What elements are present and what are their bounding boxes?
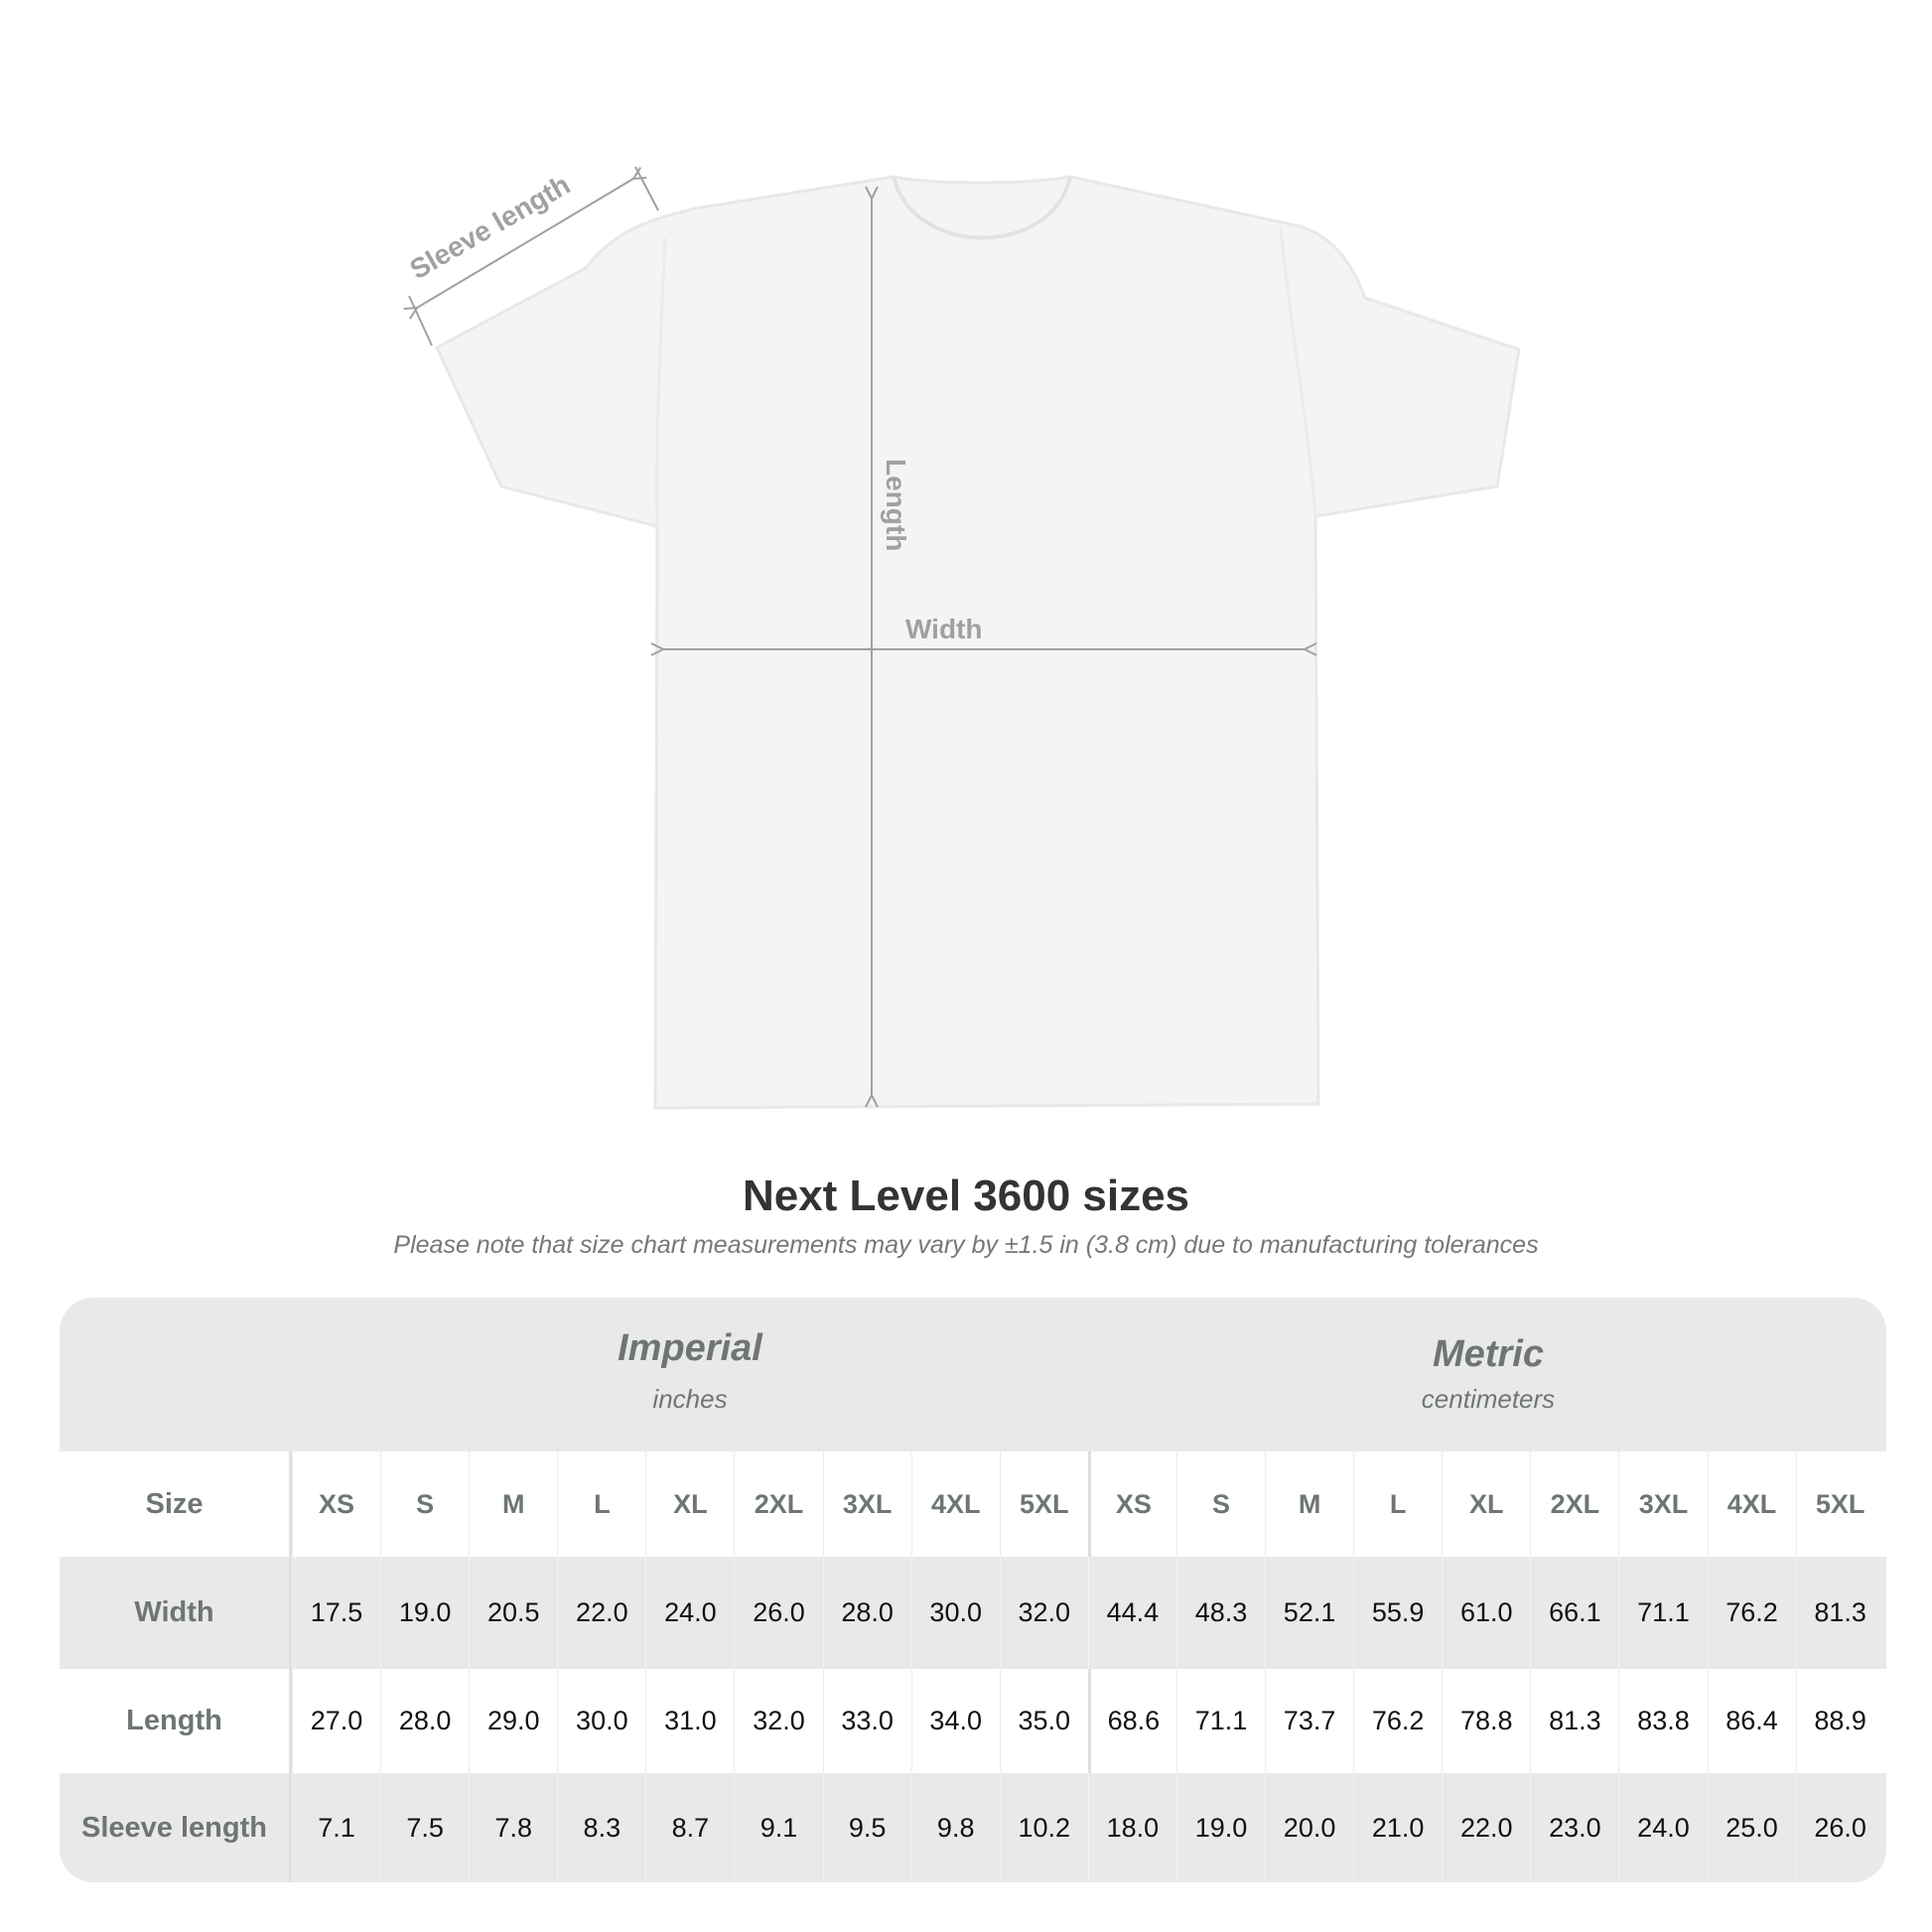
imperial-value-cell: 31.0 <box>645 1669 734 1773</box>
imperial-value-cell: 10.2 <box>999 1773 1088 1882</box>
metric-value-cell: 81.3 <box>1530 1669 1618 1773</box>
imperial-value-cell: 7.8 <box>469 1773 557 1882</box>
metric-value-cell: 25.0 <box>1707 1773 1796 1882</box>
size-header-cell: XL <box>645 1451 734 1557</box>
metric-value-cell: 61.0 <box>1442 1557 1530 1669</box>
imperial-value-cell: 9.1 <box>734 1773 822 1882</box>
size-header-cell: S <box>1175 1451 1265 1557</box>
metric-value-cell: 20.0 <box>1265 1773 1353 1882</box>
imperial-value-cell: 8.3 <box>557 1773 645 1882</box>
metric-value-cell: 23.0 <box>1530 1773 1618 1882</box>
page-title: Next Level 3600 sizes <box>742 1172 1190 1220</box>
imperial-value-cell: 32.0 <box>999 1557 1088 1669</box>
size-header-cell: XS <box>292 1451 380 1557</box>
size-header-cell: 5XL <box>999 1451 1088 1557</box>
imperial-value-cell: 20.5 <box>469 1557 557 1669</box>
imperial-value-cell: 24.0 <box>645 1557 734 1669</box>
metric-value-cell: 68.6 <box>1087 1669 1176 1773</box>
imperial-value-cell: 9.5 <box>822 1773 911 1882</box>
row-label: Width <box>60 1557 292 1669</box>
metric-value-cell: 48.3 <box>1175 1557 1265 1669</box>
imperial-value-cell: 19.0 <box>380 1557 469 1669</box>
size-header-cell: S <box>380 1451 469 1557</box>
size-header-cell: M <box>469 1451 557 1557</box>
sleeve-arrow <box>417 179 633 308</box>
metric-value-cell: 19.0 <box>1175 1773 1265 1882</box>
metric-value-cell: 76.2 <box>1353 1669 1442 1773</box>
metric-value-cell: 86.4 <box>1707 1669 1796 1773</box>
size-header-cell: L <box>557 1451 645 1557</box>
metric-value-cell: 73.7 <box>1265 1669 1353 1773</box>
table-row: Width 17.5 19.0 20.5 22.0 24.0 26.0 28.0 30.0 32.… <box>60 1557 1886 1669</box>
size-header-cell: 3XL <box>1618 1451 1707 1557</box>
length-label: Length <box>881 459 911 551</box>
imperial-value-cell: 33.0 <box>822 1669 911 1773</box>
imperial-value-cell: 32.0 <box>734 1669 822 1773</box>
size-header-cell: XS <box>1087 1451 1176 1557</box>
metric-value-cell: 21.0 <box>1353 1773 1442 1882</box>
size-header-cell: 5XL <box>1795 1451 1884 1557</box>
metric-value-cell: 18.0 <box>1087 1773 1176 1882</box>
metric-value-cell: 24.0 <box>1618 1773 1707 1882</box>
metric-value-cell: 81.3 <box>1795 1557 1884 1669</box>
metric-unit: centimeters <box>1421 1384 1556 1414</box>
imperial-value-cell: 17.5 <box>292 1557 380 1669</box>
metric-value-cell: 26.0 <box>1795 1773 1884 1882</box>
metric-value-cell: 76.2 <box>1707 1557 1796 1669</box>
width-label: Width <box>905 614 983 644</box>
table-row: Sleeve length 7.1 7.5 7.8 8.3 8.7 9.1 9.5 9.8 10.… <box>60 1773 1886 1882</box>
metric-title: Metric <box>1433 1333 1544 1375</box>
size-header-cell: XL <box>1442 1451 1530 1557</box>
tolerance-note: Please note that size chart measurements… <box>393 1231 1539 1259</box>
imperial-value-cell: 35.0 <box>999 1669 1088 1773</box>
metric-value-cell: 78.8 <box>1442 1669 1530 1773</box>
metric-header: Metric centimeters <box>1090 1298 1886 1451</box>
imperial-title: Imperial <box>618 1327 762 1369</box>
metric-value-cell: 83.8 <box>1618 1669 1707 1773</box>
size-header-cell: 4XL <box>910 1451 1000 1557</box>
collar <box>892 176 1072 240</box>
imperial-value-cell: 28.0 <box>822 1557 911 1669</box>
size-header-cell: 3XL <box>822 1451 911 1557</box>
metric-value-cell: 52.1 <box>1265 1557 1353 1669</box>
imperial-value-cell: 29.0 <box>469 1669 557 1773</box>
row-label: Size <box>60 1451 292 1557</box>
row-label: Length <box>60 1669 292 1773</box>
metric-value-cell: 22.0 <box>1442 1773 1530 1882</box>
metric-value-cell: 88.9 <box>1795 1669 1884 1773</box>
imperial-value-cell: 26.0 <box>734 1557 822 1669</box>
imperial-value-cell: 34.0 <box>910 1669 1000 1773</box>
metric-value-cell: 71.1 <box>1618 1557 1707 1669</box>
size-header-cell: 2XL <box>734 1451 822 1557</box>
imperial-value-cell: 30.0 <box>910 1557 1000 1669</box>
imperial-value-cell: 7.5 <box>380 1773 469 1882</box>
imperial-unit: inches <box>652 1384 728 1414</box>
metric-value-cell: 66.1 <box>1530 1557 1618 1669</box>
row-label: Sleeve length <box>60 1773 292 1882</box>
imperial-header: Imperial inches <box>292 1298 1088 1451</box>
size-header-cell: 2XL <box>1530 1451 1618 1557</box>
imperial-value-cell: 22.0 <box>557 1557 645 1669</box>
tshirt-diagram: Sleeve length Length Width <box>0 166 1521 1110</box>
imperial-value-cell: 9.8 <box>910 1773 1000 1882</box>
metric-value-cell: 71.1 <box>1175 1669 1265 1773</box>
imperial-value-cell: 27.0 <box>292 1669 380 1773</box>
size-header-row: Size XS S M L XL 2XL 3XL 4XL 5XL XS S M L XL 2XL 3XL 4XL 5… <box>60 1451 1886 1557</box>
imperial-value-cell: 28.0 <box>380 1669 469 1773</box>
size-header-cell: L <box>1353 1451 1442 1557</box>
table-row: Length 27.0 28.0 29.0 30.0 31.0 32.0 33.0 34.0 35… <box>60 1669 1886 1773</box>
sleeve-length-label: Sleeve length <box>405 169 576 285</box>
imperial-value-cell: 7.1 <box>292 1773 380 1882</box>
imperial-value-cell: 8.7 <box>645 1773 734 1882</box>
size-table: Imperial inches Metric centimeters Size X… <box>60 1298 1886 1882</box>
size-header-cell: M <box>1265 1451 1353 1557</box>
size-header-cell: 4XL <box>1707 1451 1796 1557</box>
imperial-value-cell: 30.0 <box>557 1669 645 1773</box>
metric-value-cell: 55.9 <box>1353 1557 1442 1669</box>
metric-value-cell: 44.4 <box>1087 1557 1176 1669</box>
